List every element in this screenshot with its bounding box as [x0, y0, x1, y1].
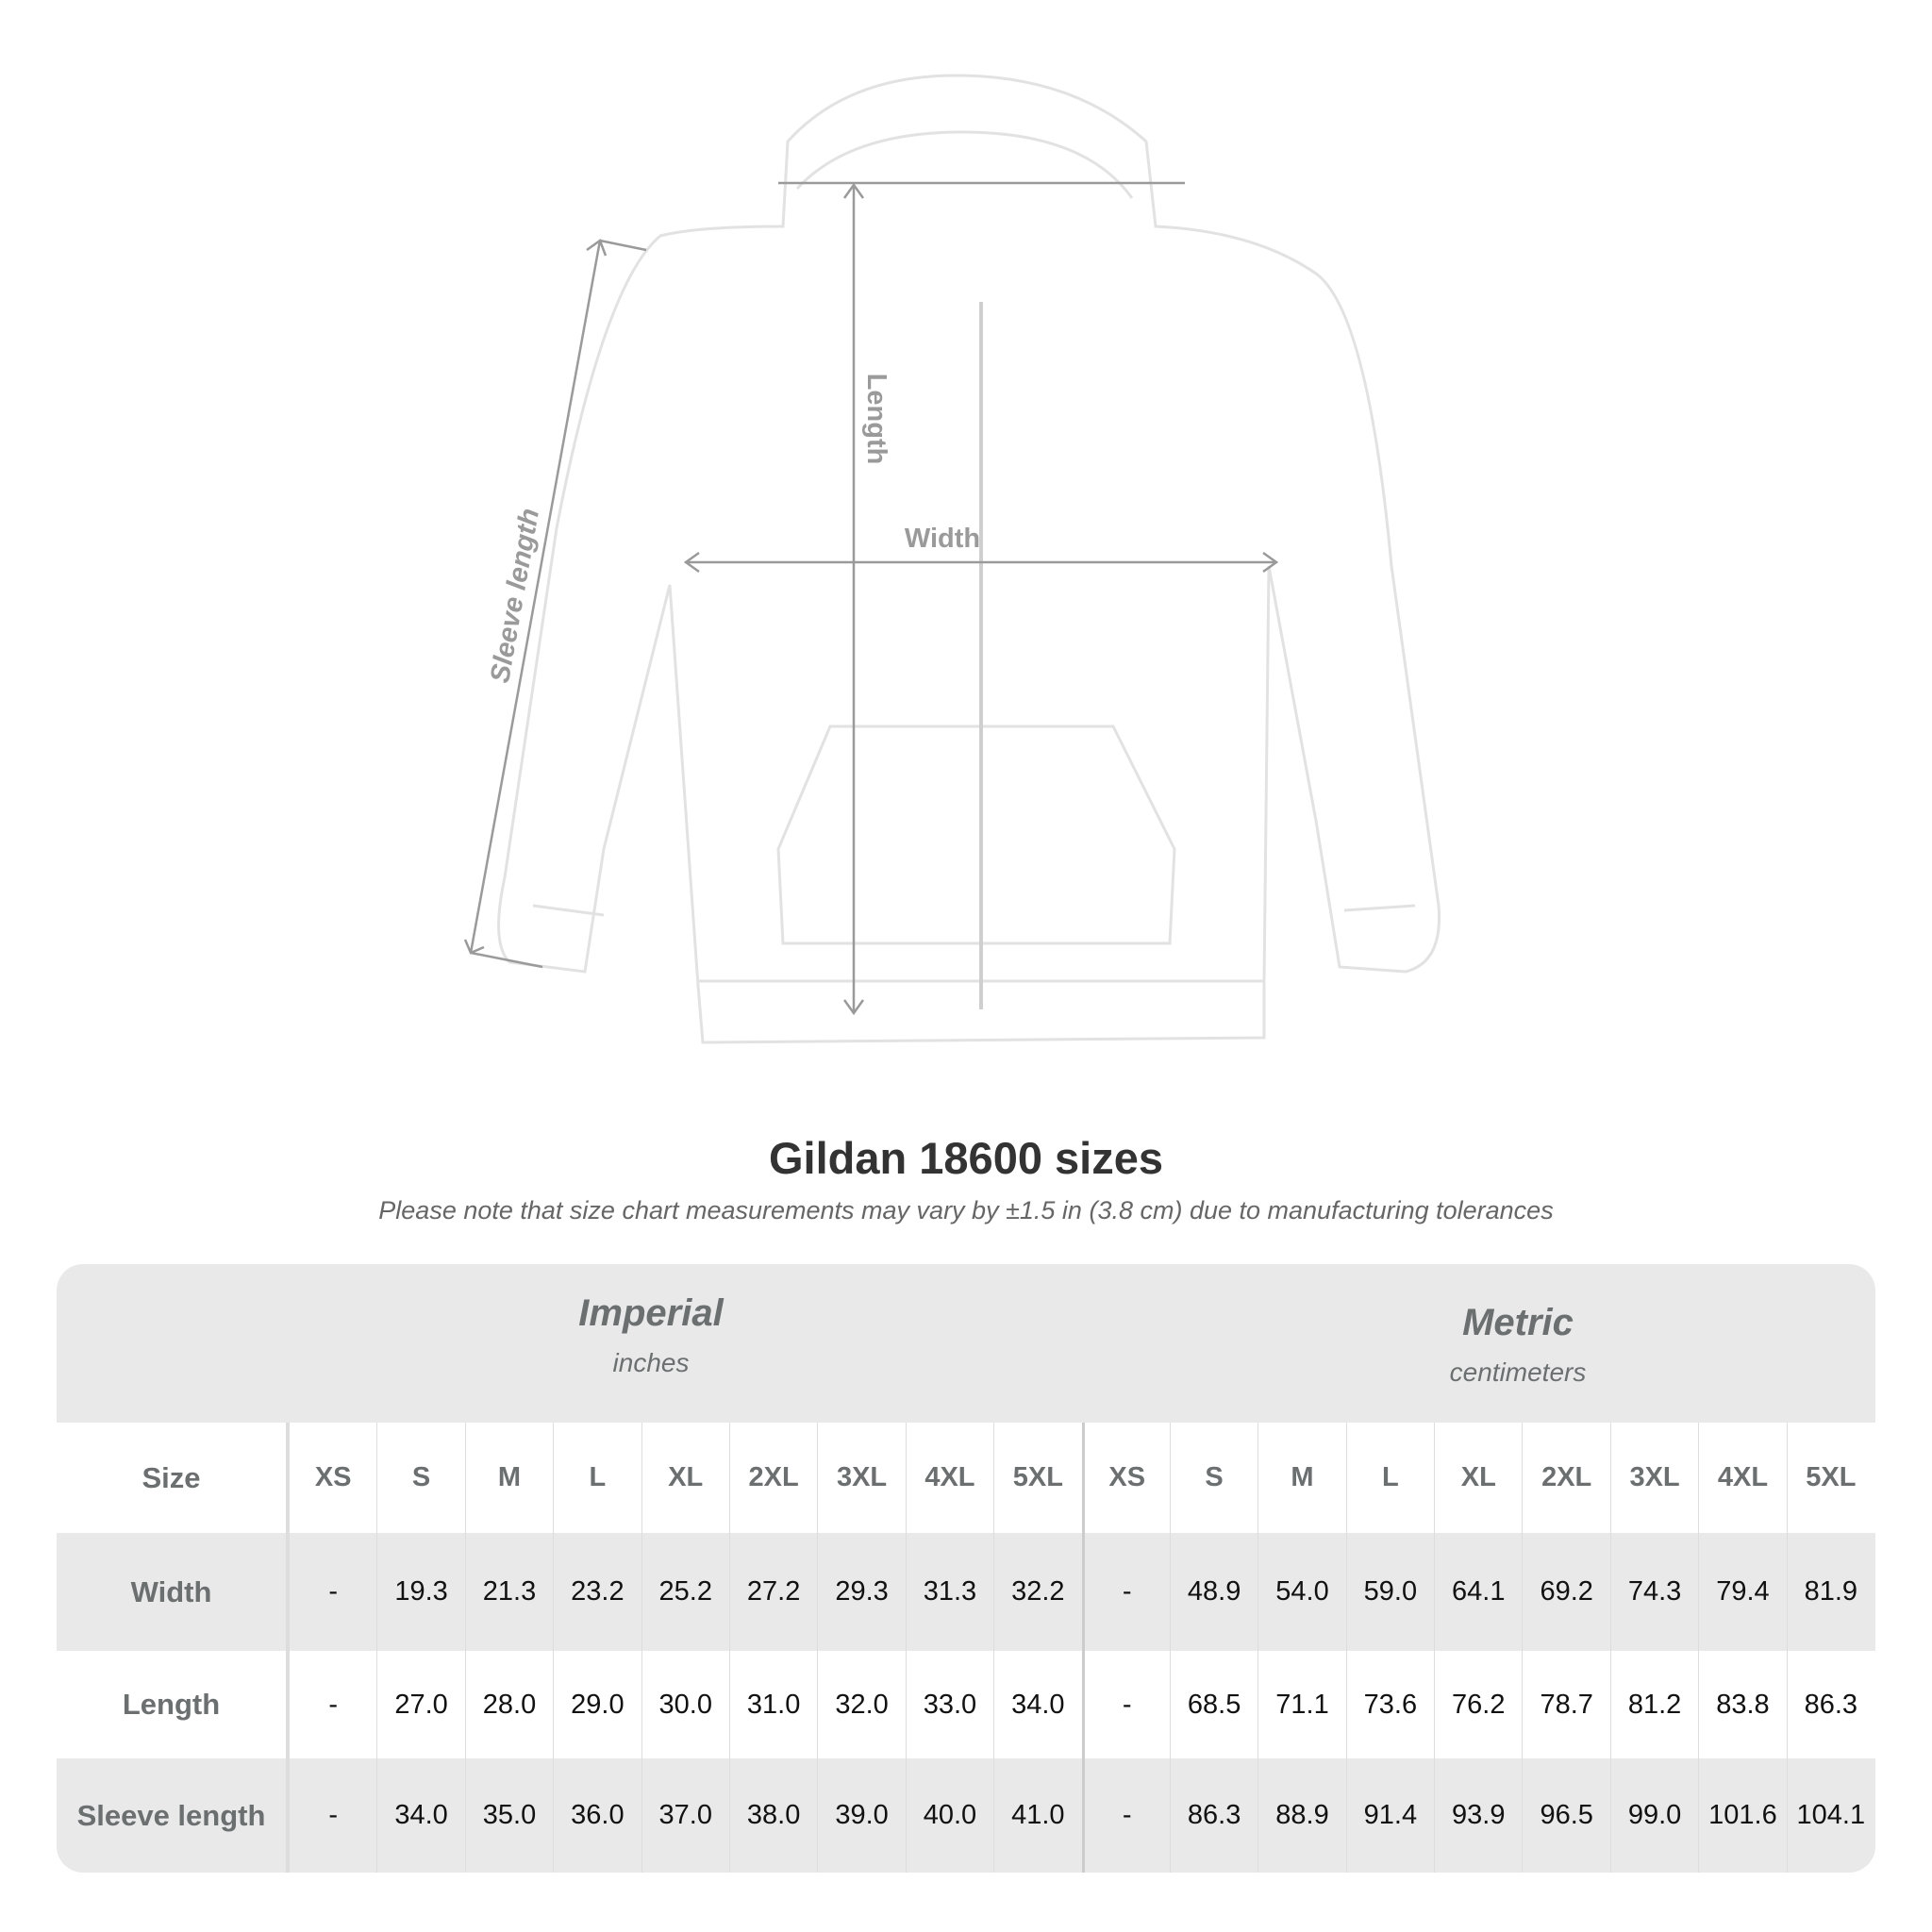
imperial-value-cell: 35.0: [464, 1758, 553, 1873]
metric-size-3XL: 3XL: [1609, 1423, 1698, 1533]
size-table: Imperial inches Metric centimeters Size X…: [57, 1264, 1875, 1873]
metric-value-cell: 69.2: [1522, 1533, 1609, 1651]
hoodie-diagram: Width Length Sleeve length: [463, 74, 1441, 1044]
metric-value-cell: 78.7: [1522, 1651, 1609, 1758]
imperial-value-cell: 32.2: [993, 1533, 1081, 1651]
metric-title: Metric: [1462, 1302, 1574, 1343]
imperial-value-cell: 36.0: [553, 1758, 641, 1873]
metric-value-cell: 79.4: [1698, 1533, 1786, 1651]
metric-size-L: L: [1345, 1423, 1434, 1533]
metric-value-cell: 64.1: [1434, 1533, 1522, 1651]
imperial-value-cell: 27.0: [376, 1651, 464, 1758]
metric-value-cell: -: [1081, 1651, 1170, 1758]
metric-value-cell: 73.6: [1345, 1651, 1434, 1758]
metric-value-cell: 71.1: [1257, 1651, 1345, 1758]
imperial-size-5XL: 5XL: [993, 1423, 1081, 1533]
metric-value-cell: 81.2: [1609, 1651, 1698, 1758]
metric-size-M: M: [1257, 1423, 1345, 1533]
metric-size-XS: XS: [1081, 1423, 1170, 1533]
metric-value-cell: 83.8: [1698, 1651, 1786, 1758]
imperial-size-2XL: 2XL: [728, 1423, 817, 1533]
metric-value-cell: 88.9: [1257, 1758, 1345, 1873]
imperial-value-cell: 37.0: [641, 1758, 729, 1873]
metric-value-cell: 76.2: [1434, 1651, 1522, 1758]
imperial-value-cell: 31.3: [905, 1533, 993, 1651]
table-row: Width -19.3 21.3 23.2 25.2 27.2 29.3 31.3 32.2-4…: [57, 1533, 1875, 1651]
imperial-size-M: M: [464, 1423, 553, 1533]
imperial-value-cell: 29.3: [817, 1533, 905, 1651]
imperial-value-cell: 39.0: [817, 1758, 905, 1873]
metric-value-cell: 86.3: [1169, 1758, 1257, 1873]
imperial-value-cell: 32.0: [817, 1651, 905, 1758]
imperial-header: Imperial inches: [368, 1292, 934, 1378]
measure-lines: [463, 181, 1279, 1016]
metric-value-cell: 54.0: [1257, 1533, 1345, 1651]
metric-value-cell: 68.5: [1169, 1651, 1257, 1758]
size-header-row: Size XS S M L XL 2XL 3XL 4XL 5XL XS S M L XL 2XL 3XL 4XL 5…: [57, 1423, 1875, 1533]
imperial-unit: inches: [612, 1348, 690, 1377]
metric-value-cell: 91.4: [1345, 1758, 1434, 1873]
size-label: Size: [57, 1423, 289, 1533]
metric-value-cell: 104.1: [1786, 1758, 1874, 1873]
metric-unit: centimeters: [1449, 1357, 1587, 1387]
metric-size-4XL: 4XL: [1698, 1423, 1786, 1533]
imperial-value-cell: 28.0: [464, 1651, 553, 1758]
metric-value-cell: 96.5: [1522, 1758, 1609, 1873]
tolerance-note: Please note that size chart measurements…: [378, 1196, 1554, 1224]
imperial-size-S: S: [376, 1423, 464, 1533]
imperial-value-cell: 25.2: [641, 1533, 729, 1651]
imperial-size-4XL: 4XL: [905, 1423, 993, 1533]
metric-header: Metric centimeters: [1235, 1302, 1801, 1388]
row-label: Width: [57, 1533, 289, 1651]
imperial-size-XL: XL: [641, 1423, 729, 1533]
imperial-size-3XL: 3XL: [817, 1423, 905, 1533]
width-label: Width: [905, 524, 980, 554]
imperial-value-cell: -: [289, 1533, 376, 1651]
imperial-value-cell: 21.3: [464, 1533, 553, 1651]
imperial-value-cell: 23.2: [553, 1533, 641, 1651]
imperial-value-cell: 34.0: [993, 1651, 1081, 1758]
imperial-size-L: L: [553, 1423, 641, 1533]
metric-value-cell: -: [1081, 1533, 1170, 1651]
metric-value-cell: 74.3: [1609, 1533, 1698, 1651]
metric-value-cell: 59.0: [1345, 1533, 1434, 1651]
row-label: Length: [57, 1651, 289, 1758]
imperial-title: Imperial: [578, 1292, 724, 1334]
metric-size-2XL: 2XL: [1522, 1423, 1609, 1533]
imperial-value-cell: 19.3: [376, 1533, 464, 1651]
imperial-value-cell: 40.0: [905, 1758, 993, 1873]
table-row: Sleeve length -34.0 35.0 36.0 37.0 38.0 39.0 40…: [57, 1758, 1875, 1873]
metric-size-S: S: [1169, 1423, 1257, 1533]
metric-size-5XL: 5XL: [1786, 1423, 1874, 1533]
imperial-value-cell: 41.0: [993, 1758, 1081, 1873]
imperial-value-cell: -: [289, 1651, 376, 1758]
metric-value-cell: 101.6: [1698, 1758, 1786, 1873]
table-row: Length -27.0 28.0 29.0 30.0 31.0 32.0 33.0 34.0-…: [57, 1651, 1875, 1758]
imperial-value-cell: 38.0: [728, 1758, 817, 1873]
length-label: Length: [861, 374, 891, 465]
metric-value-cell: -: [1081, 1758, 1170, 1873]
metric-value-cell: 93.9: [1434, 1758, 1522, 1873]
metric-value-cell: 86.3: [1786, 1651, 1874, 1758]
imperial-value-cell: 29.0: [553, 1651, 641, 1758]
metric-value-cell: 99.0: [1609, 1758, 1698, 1873]
imperial-value-cell: 27.2: [728, 1533, 817, 1651]
metric-value-cell: 81.9: [1786, 1533, 1874, 1651]
imperial-value-cell: 31.0: [728, 1651, 817, 1758]
imperial-value-cell: 30.0: [641, 1651, 729, 1758]
imperial-value-cell: 33.0: [905, 1651, 993, 1758]
imperial-size-XS: XS: [289, 1423, 376, 1533]
metric-size-XL: XL: [1434, 1423, 1522, 1533]
row-label: Sleeve length: [57, 1758, 289, 1873]
metric-value-cell: 48.9: [1169, 1533, 1257, 1651]
hoodie-illustration: [497, 74, 1441, 1044]
imperial-value-cell: -: [289, 1758, 376, 1873]
page-title: Gildan 18600 sizes: [768, 1133, 1164, 1183]
imperial-value-cell: 34.0: [376, 1758, 464, 1873]
